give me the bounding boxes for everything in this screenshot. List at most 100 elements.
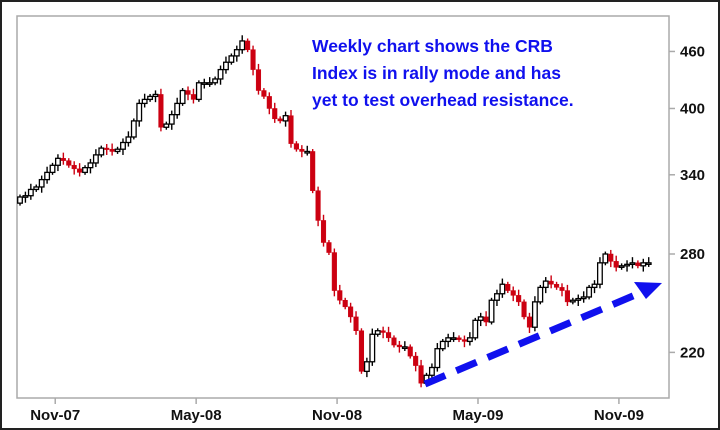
candle [245,38,251,53]
candle-body [510,290,516,296]
candle [554,281,560,290]
candle-body [613,261,619,268]
candle-body [147,95,154,101]
candle [569,297,576,305]
candle-body [337,290,343,301]
candle [304,145,311,156]
candle-body [635,262,641,267]
candle-body [401,346,408,350]
candle [618,263,625,270]
x-tick-label: Nov-07 [30,407,80,424]
candle-body [98,147,105,156]
candle-body [537,286,544,303]
candle [87,158,94,174]
candle-body [488,299,495,323]
candle [141,93,148,108]
candle-body [223,61,229,71]
candle-body [608,253,614,262]
candle-body [212,78,219,84]
candle-body [277,118,283,122]
candle-body [60,158,66,161]
candle [342,297,348,310]
candle [17,194,23,206]
candle [54,154,61,172]
candle [104,144,110,155]
candle-body [22,195,29,198]
candle-body [477,316,484,321]
candle-body [228,55,235,63]
candle [320,214,327,247]
candle [212,76,219,86]
candle-body [516,295,522,303]
candle-body [49,164,56,174]
trendline-arrow [423,282,662,388]
candle-body [591,283,598,289]
candle [542,277,549,294]
candle-body [439,340,446,350]
candle [580,291,587,303]
candle-body [618,265,625,268]
candle [591,280,598,294]
candle-body [456,337,462,340]
candle-body [114,148,121,153]
candle-body [266,96,272,109]
y-tick-label: 460 [680,43,705,60]
candle [223,56,229,74]
candle [391,335,397,348]
candle-body [320,220,327,243]
candle-body [233,49,240,57]
y-tick-label: 280 [680,246,705,263]
candle [250,45,256,76]
candle-body [261,90,267,97]
candle [190,88,196,104]
candle-body [158,94,164,128]
candle-body [217,68,224,80]
candle-body [54,157,61,166]
x-tick-label: Nov-08 [312,407,362,424]
candle [49,162,56,175]
candle-body [92,154,99,164]
candle-body [521,301,527,318]
candle [92,149,99,168]
candle-body [624,263,630,267]
candle [147,93,154,102]
candle-body [369,333,376,363]
candle [277,116,283,124]
candle [288,110,294,148]
candle [77,163,83,177]
candle-body [645,262,652,265]
candle-body [505,283,511,291]
candle-body [245,40,251,50]
candle [310,149,316,194]
candle [369,328,376,366]
candle-body [542,280,549,289]
candle-body [33,186,40,191]
candle [201,78,208,89]
candle-body [353,316,359,331]
candle-body [466,337,473,343]
candle [114,146,121,154]
annotation-line-2: Index is in rally mode and has [312,63,561,83]
candle [537,284,544,305]
candle-body [304,150,311,154]
candle-body [293,143,299,150]
candle [353,311,359,335]
candle [233,45,240,62]
candle-body [27,188,34,197]
trendline-arrowhead [634,282,662,299]
candle-body [120,141,126,150]
candle [629,257,636,269]
candle [466,332,473,346]
candle-body [201,82,208,85]
candle [602,251,609,266]
candle-body [326,242,332,253]
candle-body [428,366,435,376]
candle-body [358,330,365,372]
candle [564,284,570,306]
x-tick-label: May-09 [453,407,504,424]
candle-body [141,98,148,105]
candle [66,158,72,168]
candle [206,77,213,87]
